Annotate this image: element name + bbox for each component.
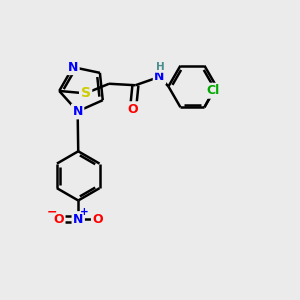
Text: +: + bbox=[80, 208, 88, 218]
Text: O: O bbox=[53, 213, 64, 226]
Text: S: S bbox=[81, 86, 91, 100]
Text: N: N bbox=[72, 105, 83, 118]
Text: O: O bbox=[128, 103, 138, 116]
Text: −: − bbox=[47, 206, 57, 219]
Text: H: H bbox=[156, 62, 164, 72]
Text: O: O bbox=[92, 213, 103, 226]
Text: N: N bbox=[154, 70, 165, 83]
Text: N: N bbox=[68, 61, 78, 74]
Text: N: N bbox=[73, 213, 83, 226]
Text: Cl: Cl bbox=[207, 84, 220, 97]
